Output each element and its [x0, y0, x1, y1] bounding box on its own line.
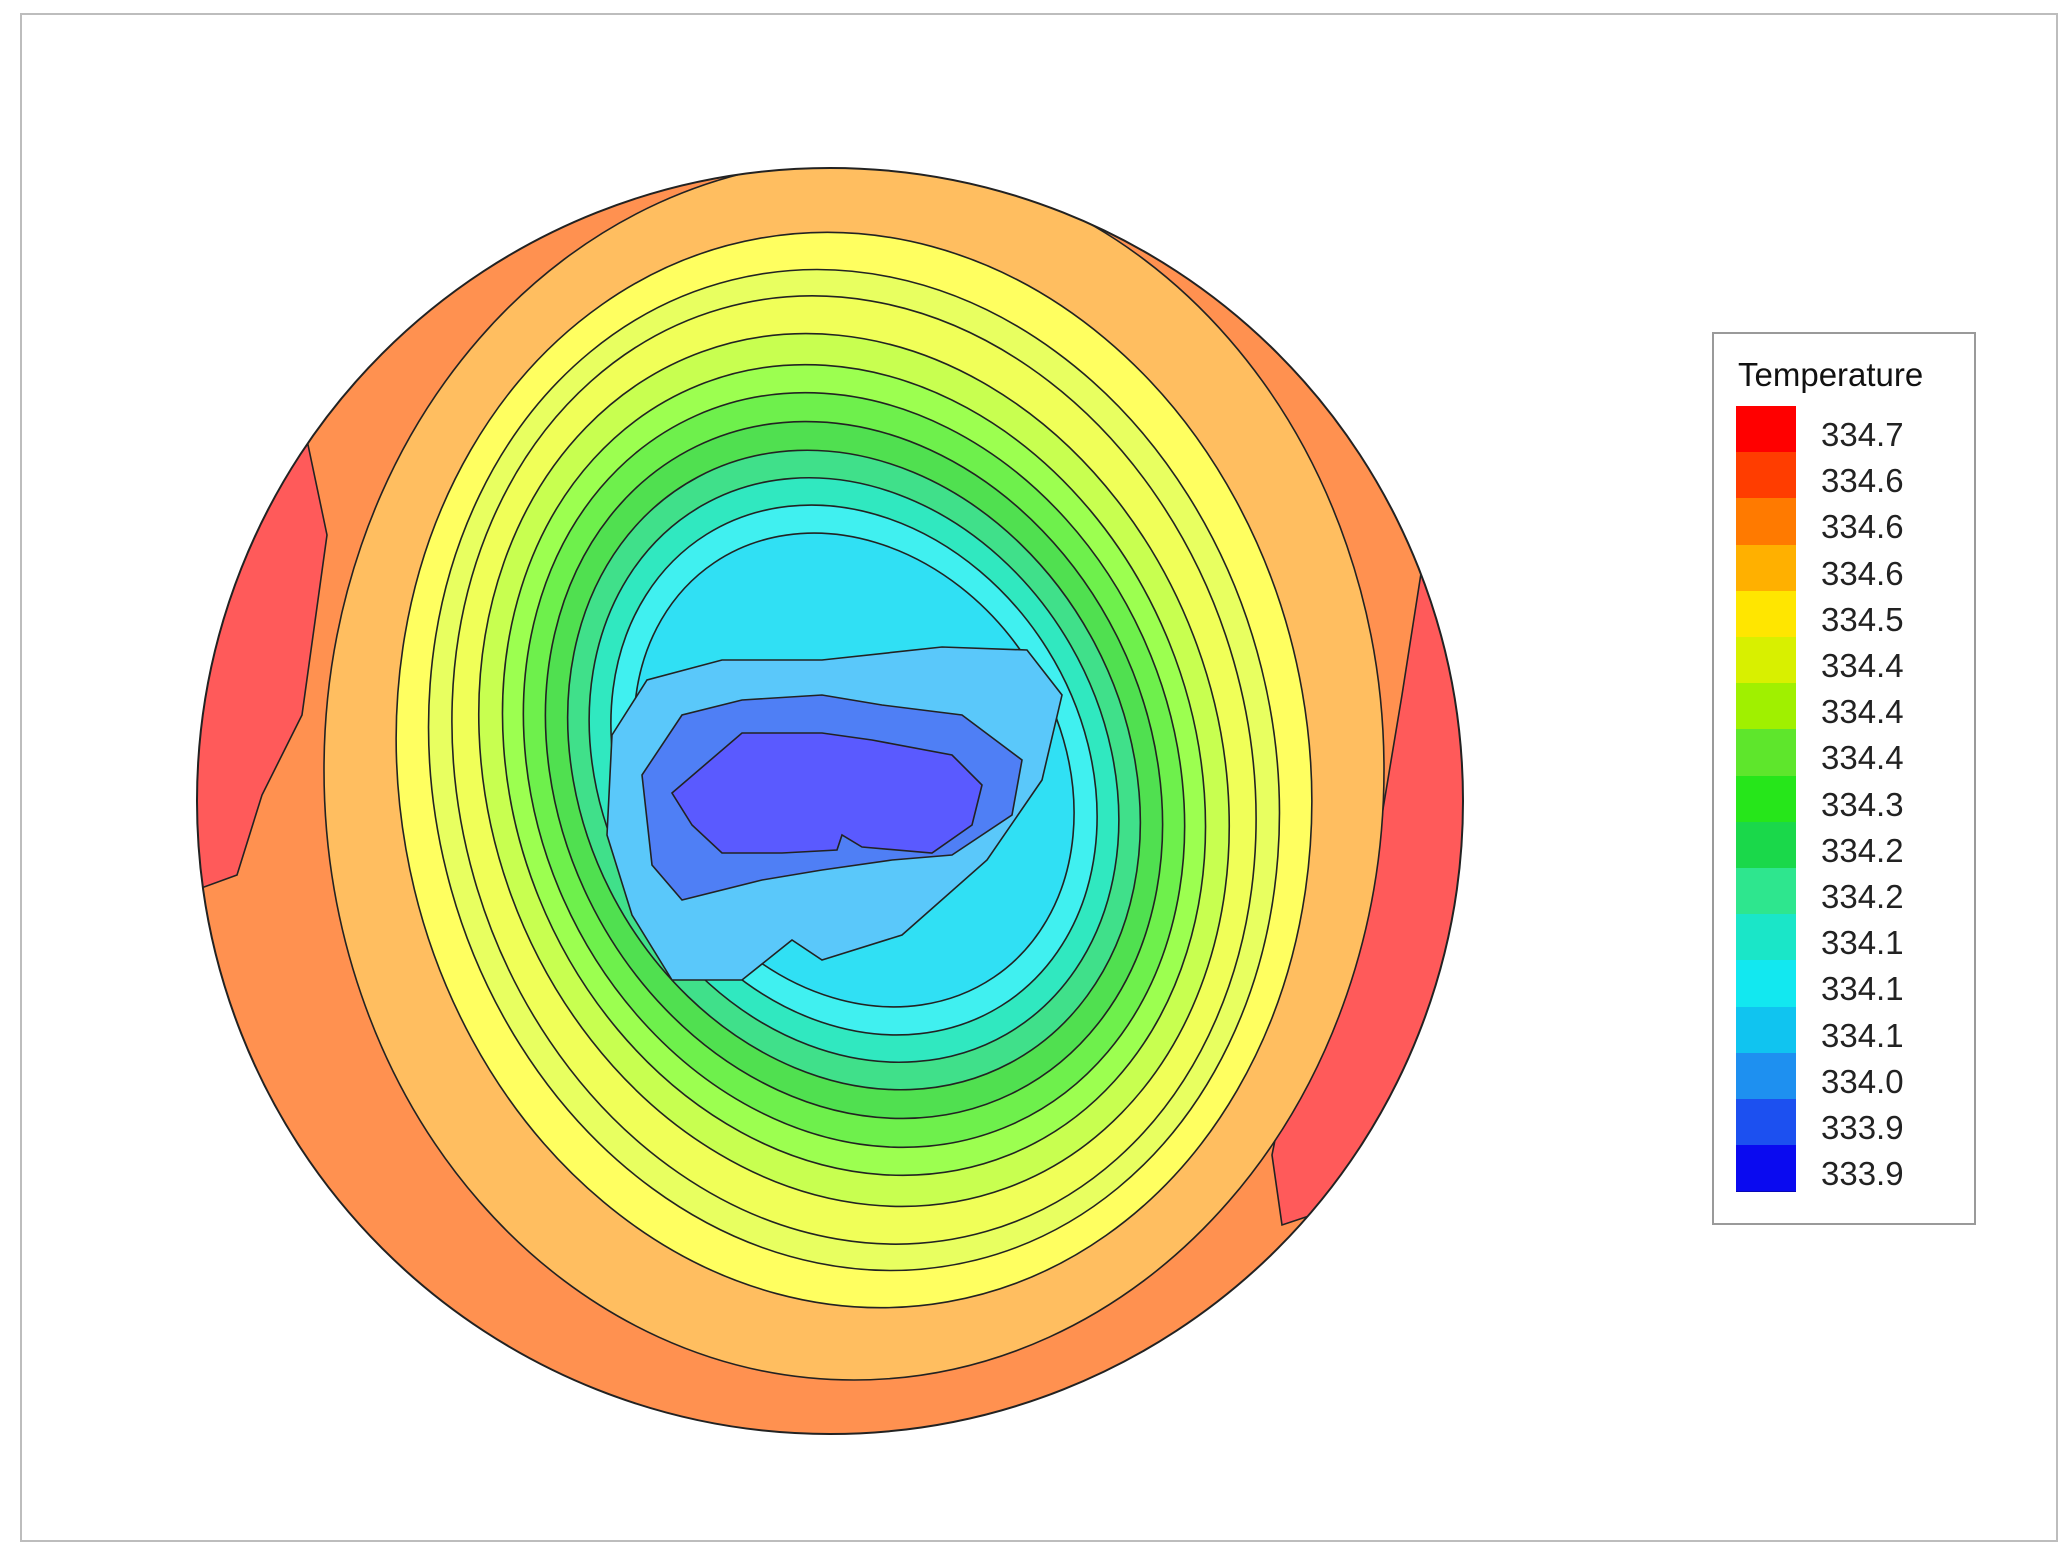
colorbar-tick-label: 334.6 [1821, 508, 1904, 546]
colorbar-swatch [1736, 406, 1796, 454]
disk-outline [196, 167, 1464, 1435]
colorbar-swatch [1736, 452, 1796, 500]
contour-plot [196, 167, 1464, 1435]
figure-frame: Temperature 334.7 334.6 334.6 334.6 334.5 334… [20, 13, 2058, 1542]
colorbar-tick-label: 334.4 [1821, 693, 1904, 731]
colorbar-swatch [1736, 498, 1796, 546]
colorbar-tick-label: 334.1 [1821, 1016, 1904, 1054]
colorbar-tick-label: 333.9 [1821, 1109, 1904, 1146]
colorbar-tick-label: 334.1 [1821, 970, 1904, 1008]
colorbar-tick-label: 334.0 [1821, 1062, 1904, 1100]
colorbar-tick-label: 334.3 [1821, 785, 1904, 823]
colorbar-swatch [1736, 729, 1796, 777]
band-violet-blue [670, 732, 983, 854]
colorbar-tick-label: 334.6 [1821, 462, 1904, 500]
colorbar-swatch [1736, 1145, 1796, 1193]
colorbar-swatch [1736, 683, 1796, 731]
colorbar-tick-label: 334.4 [1821, 739, 1904, 777]
colorbar-tick-label: 334.1 [1821, 924, 1904, 962]
temperature-field [197, 168, 1463, 1434]
colorbar-legend: Temperature 334.7 334.6 334.6 334.6 334.5 334… [1712, 332, 1976, 1225]
colorbar-swatch [1736, 914, 1796, 962]
colorbar-tick-label: 334.6 [1821, 554, 1904, 592]
colorbar-swatch [1736, 821, 1796, 869]
colorbar-tick-label: 333.9 [1821, 1155, 1904, 1193]
colorbar-tick-label: 334.2 [1821, 831, 1904, 869]
colorbar-tick-label: 334.2 [1821, 878, 1904, 915]
colorbar-swatch [1736, 590, 1796, 638]
colorbar-swatch [1736, 775, 1796, 823]
colorbar-swatch [1736, 1006, 1796, 1054]
colorbar-swatch [1736, 1052, 1796, 1100]
colorbar-title: Temperature [1738, 356, 1924, 393]
colorbar-swatch [1736, 960, 1796, 1008]
colorbar-tick-label: 334.7 [1821, 416, 1904, 453]
colorbar-swatch [1736, 544, 1796, 592]
colorbar-tick-label: 334.4 [1821, 647, 1904, 684]
colorbar-swatch [1736, 1099, 1796, 1147]
colorbar-swatch [1736, 637, 1796, 685]
colorbar-tick-label: 334.5 [1821, 600, 1904, 638]
colorbar-swatch [1736, 868, 1796, 916]
